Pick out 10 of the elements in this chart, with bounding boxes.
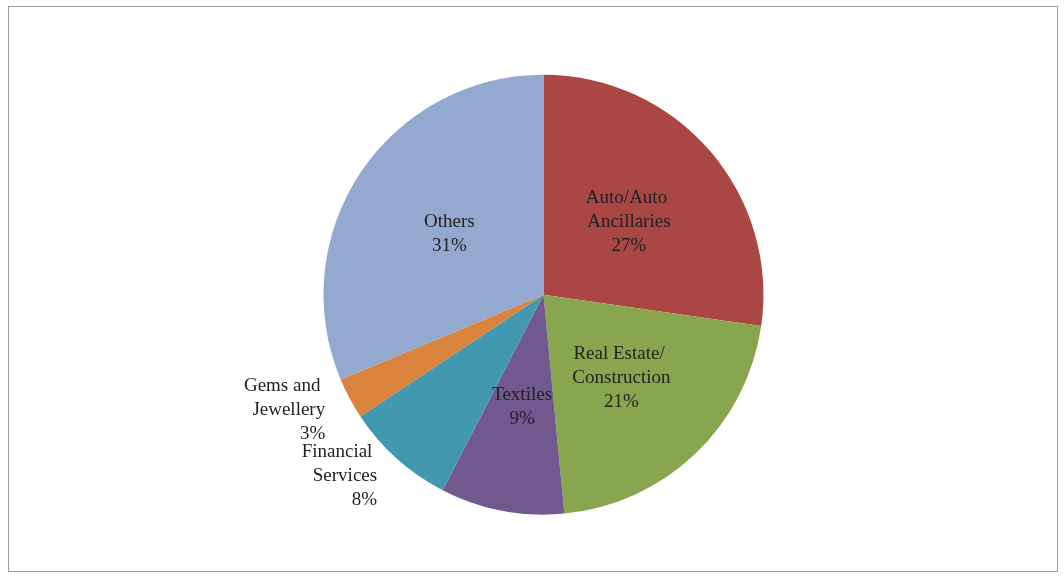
- data-label: 21%: [604, 389, 640, 411]
- data-label: 9%: [509, 407, 535, 429]
- slice-label: Gems and Jewellery: [243, 374, 326, 420]
- data-label: 27%: [611, 234, 647, 256]
- data-label: 31%: [432, 233, 467, 255]
- slice-label: Auto/Auto Ancillaries: [585, 186, 672, 232]
- data-label: 8%: [351, 488, 378, 510]
- slice-label: Real Estate/ Construction: [572, 341, 672, 387]
- slice-label: Textiles: [492, 383, 553, 405]
- slice-label: Others: [424, 209, 475, 231]
